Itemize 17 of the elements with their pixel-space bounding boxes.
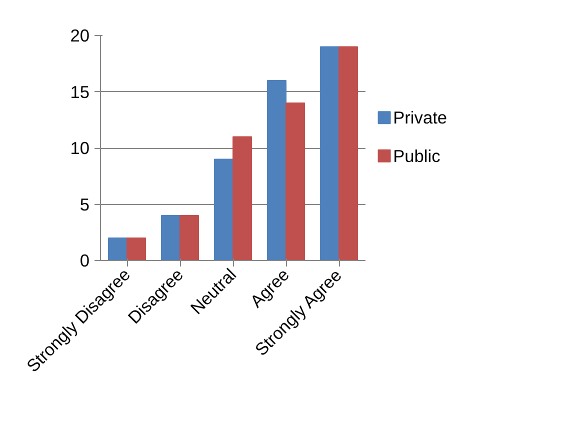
- y-tick-label: 5: [80, 194, 90, 214]
- y-tick-label: 20: [70, 26, 90, 46]
- bar: [160, 215, 180, 260]
- bar: [266, 80, 286, 260]
- bar: [286, 102, 306, 260]
- bar: [214, 158, 234, 260]
- bar: [126, 238, 146, 260]
- bar: [232, 136, 252, 260]
- bar: [338, 46, 358, 260]
- bar: [108, 238, 128, 260]
- legend-label: Public: [393, 146, 441, 166]
- y-tick-label: 15: [70, 82, 90, 102]
- legend-label: Private: [393, 108, 448, 128]
- bar: [180, 215, 200, 260]
- bar: [320, 46, 340, 260]
- y-tick-label: 0: [80, 250, 90, 270]
- y-tick-label: 10: [70, 138, 90, 158]
